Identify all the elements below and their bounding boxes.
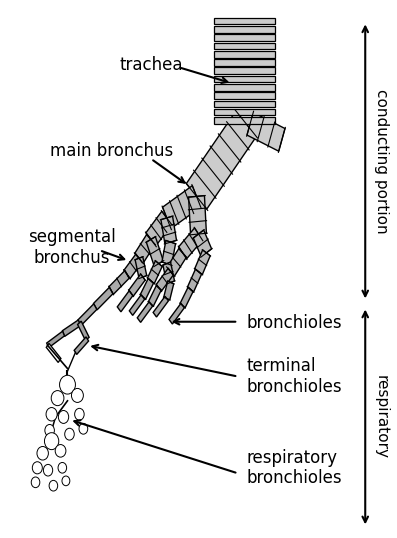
Text: trachea: trachea	[119, 55, 183, 74]
Polygon shape	[179, 228, 202, 259]
Polygon shape	[214, 67, 275, 74]
Polygon shape	[146, 237, 163, 266]
Polygon shape	[214, 117, 275, 124]
Polygon shape	[214, 43, 275, 49]
Polygon shape	[214, 109, 275, 116]
Ellipse shape	[62, 476, 70, 486]
Polygon shape	[148, 261, 162, 284]
Polygon shape	[193, 230, 212, 257]
Polygon shape	[47, 331, 64, 348]
Polygon shape	[46, 343, 61, 363]
Polygon shape	[214, 34, 275, 41]
Polygon shape	[156, 268, 173, 291]
Polygon shape	[214, 93, 275, 99]
Ellipse shape	[43, 464, 53, 476]
Polygon shape	[153, 296, 168, 317]
Polygon shape	[162, 240, 175, 265]
Ellipse shape	[44, 433, 59, 450]
Ellipse shape	[79, 423, 88, 434]
Polygon shape	[124, 254, 142, 279]
Polygon shape	[74, 337, 89, 355]
Polygon shape	[195, 250, 210, 274]
Text: conducting portion: conducting portion	[374, 89, 389, 233]
Polygon shape	[109, 271, 129, 294]
Ellipse shape	[46, 408, 57, 421]
Ellipse shape	[31, 477, 40, 487]
Polygon shape	[189, 196, 206, 235]
Polygon shape	[163, 262, 175, 284]
Polygon shape	[214, 26, 275, 33]
Ellipse shape	[49, 480, 58, 491]
Polygon shape	[146, 211, 172, 246]
Polygon shape	[129, 295, 145, 315]
Ellipse shape	[32, 462, 42, 474]
Polygon shape	[77, 321, 89, 341]
Polygon shape	[167, 249, 186, 276]
Polygon shape	[162, 186, 201, 229]
Ellipse shape	[37, 447, 48, 460]
Ellipse shape	[71, 388, 83, 402]
Ellipse shape	[45, 424, 54, 436]
Polygon shape	[214, 76, 275, 82]
Polygon shape	[62, 320, 81, 336]
Polygon shape	[214, 101, 275, 107]
Polygon shape	[186, 111, 256, 209]
Ellipse shape	[75, 408, 84, 420]
Text: main bronchus: main bronchus	[50, 141, 173, 160]
Polygon shape	[187, 269, 202, 292]
Polygon shape	[117, 291, 133, 312]
Ellipse shape	[55, 444, 66, 457]
Text: bronchioles: bronchioles	[246, 314, 342, 332]
Polygon shape	[214, 59, 275, 66]
Polygon shape	[214, 51, 275, 58]
Ellipse shape	[51, 391, 64, 406]
Polygon shape	[78, 304, 97, 325]
Polygon shape	[129, 274, 145, 296]
Polygon shape	[135, 235, 155, 263]
Ellipse shape	[65, 428, 74, 440]
Polygon shape	[135, 257, 147, 279]
Polygon shape	[214, 18, 275, 24]
Text: respiratory
bronchioles: respiratory bronchioles	[246, 449, 342, 487]
Polygon shape	[137, 302, 152, 322]
Polygon shape	[140, 279, 154, 299]
Polygon shape	[169, 303, 184, 324]
Ellipse shape	[58, 410, 69, 423]
Text: segmental
bronchus: segmental bronchus	[27, 228, 116, 267]
Text: respiratory: respiratory	[374, 375, 389, 459]
Polygon shape	[164, 281, 174, 300]
Ellipse shape	[60, 376, 75, 394]
Polygon shape	[180, 287, 193, 308]
Polygon shape	[214, 84, 275, 90]
Polygon shape	[161, 216, 177, 244]
Text: terminal
bronchioles: terminal bronchioles	[246, 357, 342, 396]
Polygon shape	[94, 287, 113, 310]
Ellipse shape	[58, 463, 67, 473]
Polygon shape	[148, 286, 161, 306]
Polygon shape	[247, 112, 285, 151]
